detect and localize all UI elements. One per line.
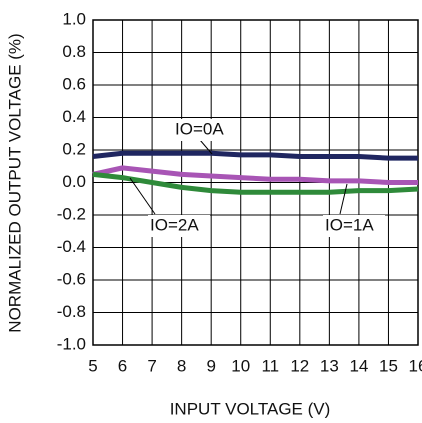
x-axis-label: INPUT VOLTAGE (V): [170, 399, 331, 418]
y-tick-label: 0.8: [62, 42, 86, 61]
y-tick-label: 0.6: [62, 74, 86, 93]
annotation-bg: [323, 215, 385, 237]
annotation-leader: [339, 183, 348, 215]
x-tick-label: 11: [261, 356, 279, 375]
annotation-leader: [199, 139, 213, 155]
x-tick-label: 15: [379, 356, 398, 375]
annotation-bg: [173, 119, 235, 141]
annotation-leader: [129, 177, 156, 215]
series-line: [92, 150, 418, 161]
y-tick-label: 1.0: [62, 9, 86, 28]
y-tick-label: 0.2: [62, 139, 86, 158]
x-tick-label: 14: [349, 356, 368, 375]
y-axis-label: NORMALIZED OUTPUT VOLTAGE (%): [5, 33, 24, 332]
x-tick-label: 13: [320, 356, 339, 375]
y-tick-label: 0.0: [62, 172, 86, 191]
x-tick-label: 10: [231, 356, 250, 375]
y-tick-label: -0.2: [57, 204, 86, 223]
x-tick-label: 12: [290, 356, 309, 375]
series-line: [92, 165, 418, 185]
legend-label: IO=2A: [150, 215, 199, 234]
annotation-bg: [148, 215, 210, 237]
legend-label: IO=1A: [325, 215, 374, 234]
x-tick-label: 6: [118, 356, 127, 375]
legend-label: IO=0A: [175, 119, 224, 138]
y-tick-label: -1.0: [57, 334, 86, 353]
x-tick-label: 9: [206, 356, 215, 375]
x-tick-label: 5: [88, 356, 97, 375]
x-tick-label: 16: [409, 356, 422, 375]
y-tick-label: -0.6: [57, 269, 86, 288]
y-tick-label: -0.8: [57, 302, 86, 321]
x-tick-label: 7: [147, 356, 156, 375]
x-tick-label: 8: [177, 356, 186, 375]
series-line: [92, 171, 419, 195]
y-tick-label: 0.4: [62, 107, 86, 126]
y-tick-label: -0.4: [57, 237, 86, 256]
